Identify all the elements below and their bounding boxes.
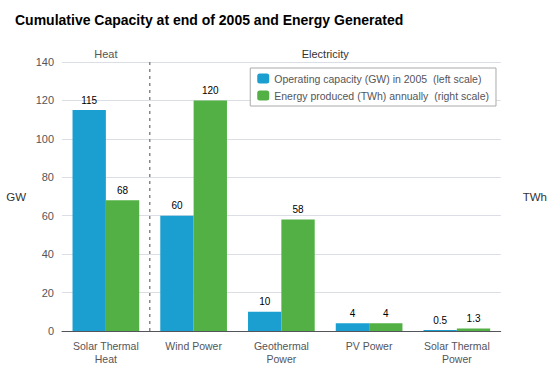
svg-text:GW: GW: [6, 191, 26, 203]
svg-text:Power: Power: [266, 353, 296, 365]
svg-text:Solar Thermal: Solar Thermal: [73, 340, 139, 352]
svg-text:0.5: 0.5: [433, 315, 447, 326]
svg-text:140: 140: [36, 56, 54, 68]
svg-text:Wind Power: Wind Power: [165, 340, 222, 352]
svg-text:4: 4: [383, 308, 389, 319]
svg-text:0: 0: [48, 325, 54, 337]
svg-text:120: 120: [202, 85, 219, 96]
svg-text:Cumulative Capacity at end of: Cumulative Capacity at end of 2005 and E…: [15, 12, 403, 28]
svg-text:Heat: Heat: [95, 353, 117, 365]
svg-text:80: 80: [42, 171, 54, 183]
svg-text:Heat: Heat: [94, 48, 117, 60]
svg-text:Electricity: Electricity: [302, 48, 350, 60]
svg-text:Operating capacity (GW) in 200: Operating capacity (GW) in 2005 (left sc…: [274, 73, 481, 85]
svg-text:10: 10: [259, 296, 271, 307]
svg-text:Solar Thermal: Solar Thermal: [424, 340, 490, 352]
svg-text:100: 100: [36, 133, 54, 145]
svg-text:Power: Power: [442, 353, 472, 365]
svg-text:40: 40: [42, 248, 54, 260]
svg-text:60: 60: [42, 210, 54, 222]
svg-text:Geothermal: Geothermal: [254, 340, 309, 352]
svg-text:PV Power: PV Power: [346, 340, 393, 352]
svg-text:20: 20: [42, 287, 54, 299]
svg-text:58: 58: [292, 204, 304, 215]
svg-text:TWh: TWh: [523, 191, 547, 203]
svg-text:4: 4: [350, 308, 356, 319]
svg-text:1.3: 1.3: [467, 313, 481, 324]
svg-text:Energy produced (TWh) annually: Energy produced (TWh) annually (right sc…: [274, 90, 489, 102]
svg-text:60: 60: [171, 200, 183, 211]
svg-text:120: 120: [36, 94, 54, 106]
svg-text:115: 115: [81, 95, 97, 106]
svg-text:68: 68: [117, 185, 129, 196]
